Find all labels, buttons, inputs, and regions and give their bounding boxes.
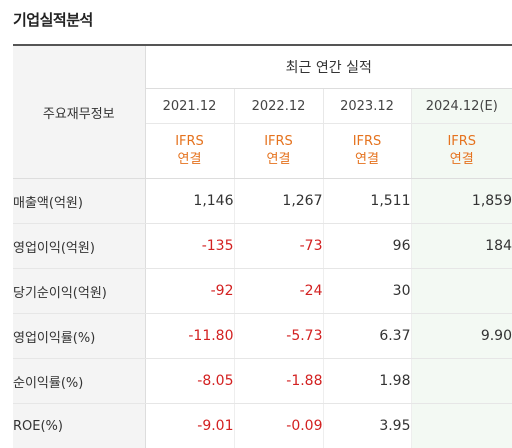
accounting-basis-estimate: IFRS 연결 (411, 124, 512, 179)
row-label: 영업이익(억원) (13, 224, 145, 269)
table-cell (411, 269, 512, 314)
table-cell: -0.09 (234, 404, 323, 448)
table-cell: 1,859 (411, 179, 512, 224)
basis-standard: IFRS (324, 133, 411, 151)
basis-type: 연결 (146, 151, 234, 169)
year-header-estimate: 2024.12(E) (411, 89, 512, 124)
table-cell: 6.37 (323, 314, 411, 359)
table-cell: 1,267 (234, 179, 323, 224)
financial-table: 주요재무정보 최근 연간 실적 2021.12 2022.12 2023.12 … (13, 44, 512, 448)
table-cell: -24 (234, 269, 323, 314)
table-cell: 9.90 (411, 314, 512, 359)
row-label: 영업이익률(%) (13, 314, 145, 359)
row-label: ROE(%) (13, 404, 145, 448)
group-header: 최근 연간 실적 (145, 46, 512, 89)
table-cell: 3.95 (323, 404, 411, 448)
table-cell: -135 (145, 224, 234, 269)
table-cell: -8.05 (145, 359, 234, 404)
year-header: 2021.12 (145, 89, 234, 124)
table-cell: -73 (234, 224, 323, 269)
table-cell: 1,511 (323, 179, 411, 224)
table-cell: -11.80 (145, 314, 234, 359)
table-cell (411, 404, 512, 448)
table-cell (411, 359, 512, 404)
table-cell: -92 (145, 269, 234, 314)
table-cell: -1.88 (234, 359, 323, 404)
table-cell: 1.98 (323, 359, 411, 404)
table-cell: -9.01 (145, 404, 234, 448)
basis-standard: IFRS (412, 133, 512, 151)
table-cell: 96 (323, 224, 411, 269)
year-header: 2023.12 (323, 89, 411, 124)
table-cell: 184 (411, 224, 512, 269)
section-title: 기업실적분석 (13, 9, 93, 30)
accounting-basis: IFRS 연결 (145, 124, 234, 179)
table-cell: -5.73 (234, 314, 323, 359)
basis-standard: IFRS (146, 133, 234, 151)
year-header: 2022.12 (234, 89, 323, 124)
row-header-label: 주요재무정보 (13, 46, 145, 179)
basis-type: 연결 (235, 151, 323, 169)
row-label: 순이익률(%) (13, 359, 145, 404)
table-cell: 30 (323, 269, 411, 314)
accounting-basis: IFRS 연결 (323, 124, 411, 179)
basis-type: 연결 (412, 151, 512, 169)
table-cell: 1,146 (145, 179, 234, 224)
basis-standard: IFRS (235, 133, 323, 151)
row-label: 매출액(억원) (13, 179, 145, 224)
row-label: 당기순이익(억원) (13, 269, 145, 314)
accounting-basis: IFRS 연결 (234, 124, 323, 179)
basis-type: 연결 (324, 151, 411, 169)
